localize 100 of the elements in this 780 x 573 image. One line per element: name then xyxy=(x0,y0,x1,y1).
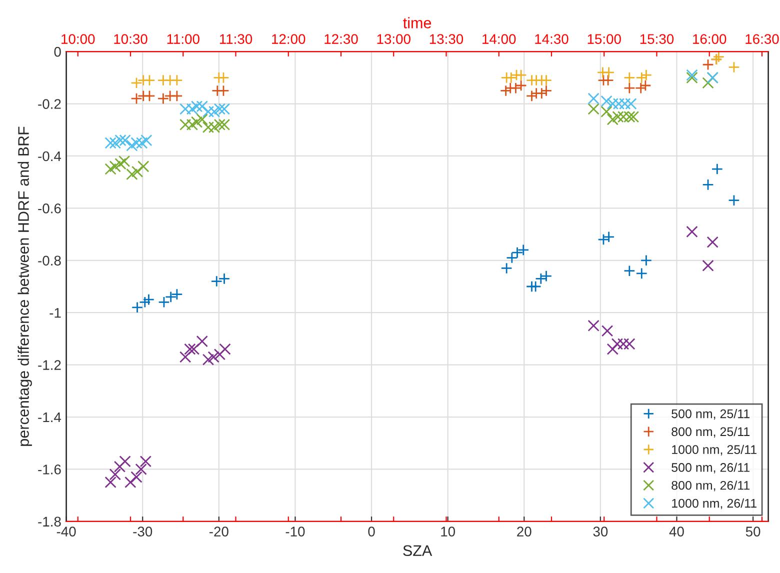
y-tick-label: -1 xyxy=(50,308,61,318)
point xyxy=(142,294,155,306)
legend-label: 800 nm, 25/11 xyxy=(672,426,750,438)
point xyxy=(515,69,527,81)
point xyxy=(702,77,714,89)
point xyxy=(588,92,600,104)
point xyxy=(119,456,131,468)
point xyxy=(208,351,220,363)
point xyxy=(126,168,138,180)
point xyxy=(588,320,600,332)
point xyxy=(210,275,222,288)
point xyxy=(135,463,147,476)
y-axis-title: percentage difference between HDRF and BRF xyxy=(18,126,32,446)
point xyxy=(144,90,156,102)
x-axis-title: SZA xyxy=(403,545,432,556)
point xyxy=(202,354,214,366)
point xyxy=(144,74,156,86)
point xyxy=(138,160,150,172)
y-tick-label: -1.8 xyxy=(38,516,61,527)
x2-tick-label: 14:00 xyxy=(482,34,516,44)
point xyxy=(601,325,614,337)
point xyxy=(186,118,198,131)
point xyxy=(184,343,196,355)
point xyxy=(114,460,126,472)
point xyxy=(104,476,116,488)
point xyxy=(140,456,152,468)
point xyxy=(131,166,144,178)
point xyxy=(171,74,183,86)
y-tick-label: 0 xyxy=(54,46,61,57)
point xyxy=(712,52,725,63)
point xyxy=(219,343,231,355)
point xyxy=(196,114,208,126)
point xyxy=(686,226,698,238)
point xyxy=(606,343,618,355)
point xyxy=(728,61,740,74)
x2-tick-label: 16:00 xyxy=(693,34,726,44)
point xyxy=(109,468,121,480)
point xyxy=(588,103,600,115)
y-tick-label: -0.8 xyxy=(38,256,61,266)
point xyxy=(130,471,142,483)
legend-label: 1000 nm, 26/11 xyxy=(672,498,756,510)
point xyxy=(118,155,130,168)
y-tick-label: -0.4 xyxy=(38,151,62,162)
x2-tick-label: 14:30 xyxy=(535,34,568,44)
point xyxy=(711,163,724,175)
x2-tick-label: 15:00 xyxy=(588,34,621,44)
y-tick-label: -1.6 xyxy=(38,464,61,474)
x2-tick-label: 11:30 xyxy=(220,34,252,44)
y-tick-label: -0.6 xyxy=(38,204,61,214)
legend-label: 1000 nm, 25/11 xyxy=(672,444,756,456)
point xyxy=(114,158,126,170)
legend-label: 800 nm, 26/11 xyxy=(672,480,750,492)
x2-tick-label: 13:00 xyxy=(377,34,410,44)
point xyxy=(218,272,230,285)
x-tick-label: -20 xyxy=(209,526,228,536)
point xyxy=(702,178,714,191)
point xyxy=(500,262,512,274)
x-tick-label: -40 xyxy=(56,526,76,536)
point xyxy=(624,72,636,84)
point xyxy=(640,254,652,266)
x2-tick-label: 12:30 xyxy=(324,34,358,44)
point xyxy=(617,338,630,350)
x-tick-label: -10 xyxy=(286,526,305,536)
point xyxy=(686,72,698,84)
x2-tick-label: 13:30 xyxy=(430,34,464,44)
x2-tick-label: 11:00 xyxy=(167,34,200,44)
x2-axis-title: time xyxy=(403,17,432,28)
point xyxy=(218,84,230,97)
point xyxy=(624,82,636,94)
point xyxy=(600,106,612,118)
y-tick-label: -1.4 xyxy=(38,412,62,422)
point xyxy=(188,343,200,355)
legend-label: 500 nm, 26/11 xyxy=(672,462,750,474)
x-tick-label: 40 xyxy=(669,526,684,536)
x2-tick-label: 10:30 xyxy=(114,34,148,44)
x-tick-label: 50 xyxy=(746,526,760,536)
point xyxy=(728,194,740,206)
x-tick-label: 10 xyxy=(441,526,456,536)
x-tick-label: -30 xyxy=(133,526,152,536)
y-tick-label: -1.2 xyxy=(38,360,61,370)
x2-tick-label: 16:30 xyxy=(746,34,779,44)
x2-tick-label: 15:30 xyxy=(640,34,674,44)
point xyxy=(686,69,698,81)
point xyxy=(109,160,121,172)
legend-label: 500 nm, 25/11 xyxy=(672,409,750,420)
point xyxy=(624,264,636,277)
point xyxy=(602,66,615,78)
point xyxy=(196,335,208,348)
x-tick-label: 30 xyxy=(593,526,608,536)
point xyxy=(218,72,230,84)
x2-tick-label: 12:00 xyxy=(272,34,306,44)
point xyxy=(214,348,226,360)
x-tick-label: 20 xyxy=(517,526,532,536)
y-tick-label: -0.2 xyxy=(38,99,61,109)
x-tick-label: 0 xyxy=(368,526,375,536)
x2-tick-label: 10:00 xyxy=(62,34,95,44)
point xyxy=(171,90,183,102)
point xyxy=(706,236,718,248)
point xyxy=(179,351,192,363)
point xyxy=(104,163,116,175)
